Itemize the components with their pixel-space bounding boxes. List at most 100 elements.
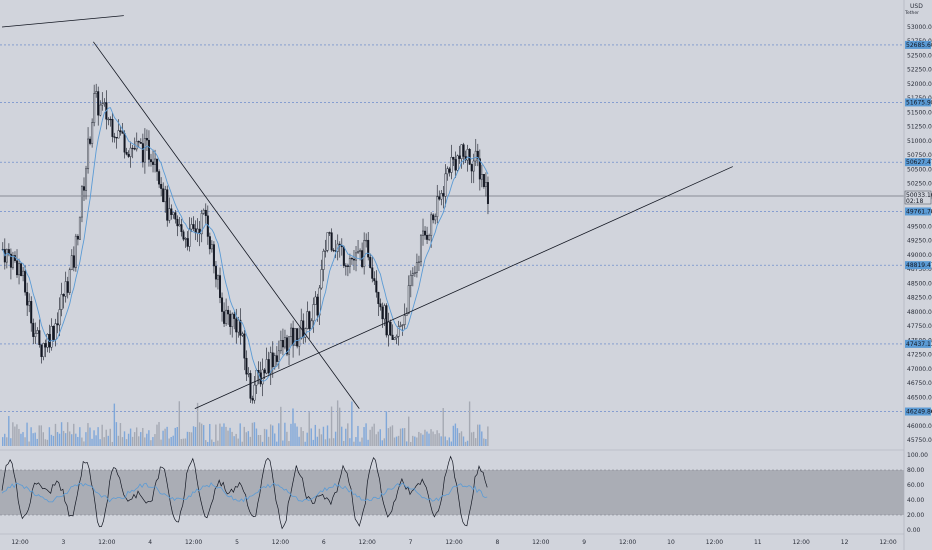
candle-body [227,309,230,315]
volume-bar [391,425,394,446]
volume-bar [87,423,89,446]
candle-body [367,239,370,258]
currency-label: USD [910,3,923,10]
volume-bar [184,438,187,446]
volume-bar [156,424,158,446]
volume-bar [361,437,363,446]
candle-body [342,246,345,266]
candle-body [70,255,73,270]
volume-bar [422,434,424,446]
volume-bar [324,439,327,446]
volume-bar [341,426,343,446]
candle-body [245,357,248,375]
volume-bar [487,426,489,446]
trendlines[interactable] [1,15,733,410]
volume-bar [231,431,233,446]
candle-body [328,232,331,234]
candle-body [176,218,179,227]
candle-body [344,265,347,267]
candle-body [476,150,479,159]
candle-body [111,119,114,137]
volume-bar [320,434,323,446]
candle-body [393,337,396,340]
candle-body [72,255,75,268]
time-tick-label: 12:00 [793,539,810,546]
candle-body [290,327,293,337]
candle-body [296,328,299,347]
candle-body [26,292,29,306]
volume-bar [172,435,174,446]
volume-bar [48,427,51,446]
volume-bar [353,441,355,446]
volume-bar [103,437,105,446]
volume-bar [166,426,168,446]
candle-body [314,296,317,305]
volume-bar [312,439,314,446]
candle-body [91,122,94,144]
volume-bar [109,428,111,446]
candle-body [147,139,150,160]
volume-bar [83,441,85,446]
volume-bar [280,406,282,446]
candle-body [397,326,400,337]
volume-bar [205,440,207,446]
candle-body [178,224,181,227]
volume-bar [444,436,446,446]
volume-bar [298,436,300,446]
volume-bar [73,423,75,446]
volume-bar [452,425,455,446]
price-tick-label: 52000.00 [907,81,932,88]
candle-body [68,269,71,293]
candle-body [158,171,161,185]
candle-body [133,148,136,150]
volume-bar [97,427,99,446]
volume-bar [239,423,241,446]
trendline [1,15,124,28]
time-tick-label: 12:00 [359,539,376,546]
price-tick-label: 50250.00 [907,181,932,188]
volume-bar [164,428,166,446]
volume-bar [79,427,81,446]
time-axis[interactable]: 12:00 3 12:00 4 12:00 5 12:00 6 12:00 7 12:00 8 12:0… [0,533,904,546]
volume-bar [24,437,26,446]
candle-body [456,155,459,171]
candle-body [324,250,327,252]
volume-bar [221,426,223,446]
volume-bar [235,433,237,446]
time-tick-label: 6 [322,539,326,546]
volume-bar [332,438,335,446]
volume-bar [308,412,310,446]
volume-bar [472,431,475,446]
volume-bar [32,433,34,446]
candle-body [164,189,167,203]
price-tick-label: 46750.00 [907,380,932,387]
candle-body [371,267,374,279]
price-tick-label: 47000.00 [907,366,932,373]
volume-bar [107,435,109,446]
time-tick-label: 12:00 [98,539,115,546]
volume-bar [71,434,73,446]
candle-body [348,258,351,267]
candle-body [219,275,222,298]
volume-bar [318,428,321,446]
volume-bar [150,440,152,446]
volume-bar [450,441,453,446]
time-tick-label: 12:00 [619,539,636,546]
volume-bar [265,429,268,446]
candle-body [182,231,185,240]
volume-bar [68,431,71,446]
candle-body [281,340,284,348]
volume-bar [408,416,410,446]
candle-body [202,209,205,214]
volume-bar [414,436,416,446]
volume-bar [412,435,414,446]
candle-body [99,104,102,116]
volume-bar [64,433,67,446]
price-tick-label: 50750.00 [907,152,932,159]
candle-body [373,278,376,282]
candle-body [350,258,353,260]
price-tick-label: 46000.00 [907,423,932,430]
candle-body [401,324,404,326]
price-tick-label: 52500.00 [907,52,932,59]
